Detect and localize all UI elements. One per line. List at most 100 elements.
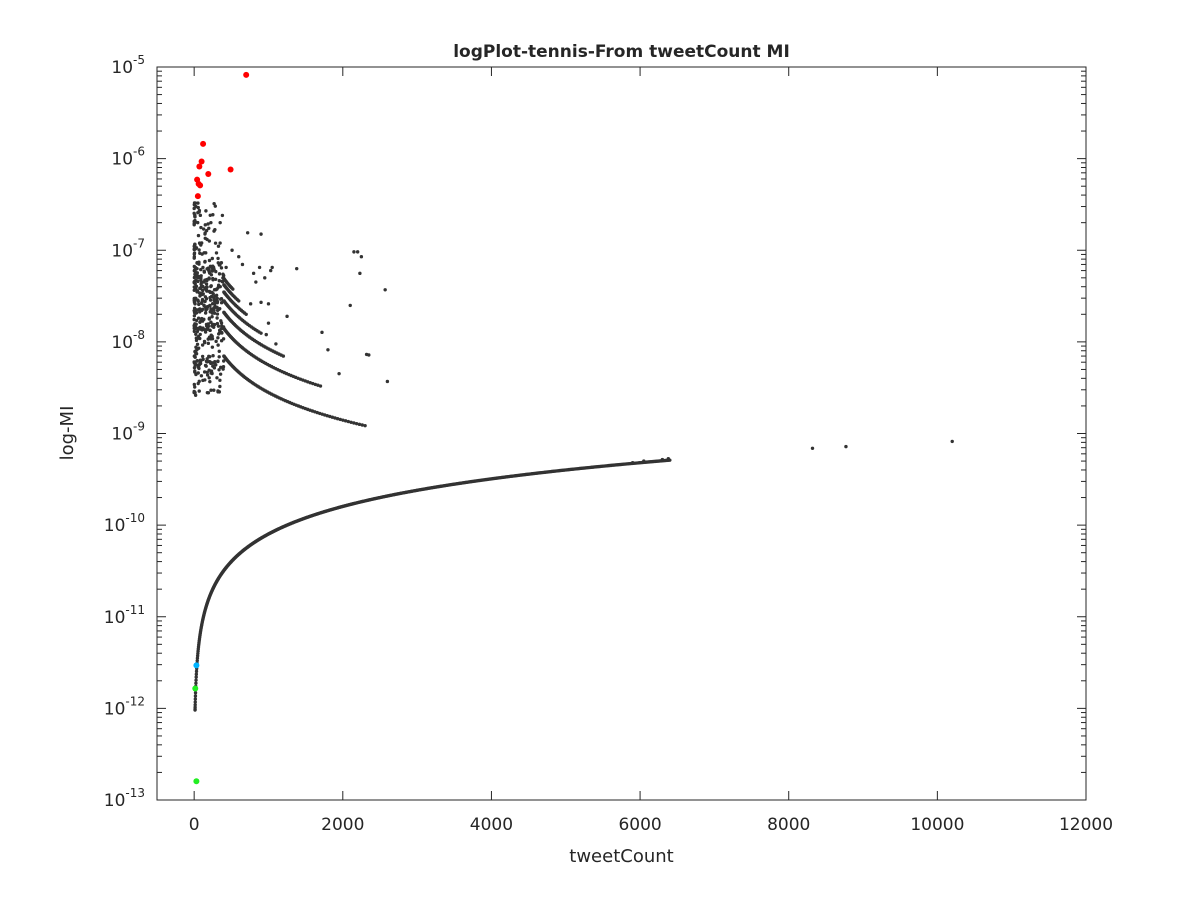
data-point: [341, 418, 345, 422]
highlight-point: [193, 662, 200, 669]
x-tick-label: 8000: [767, 815, 810, 835]
data-point: [666, 457, 671, 461]
x-axis-ticks: 0 2000 4000 6000 8000 10000 12000: [189, 67, 1113, 835]
data-point: [215, 376, 219, 380]
data-point: [383, 288, 387, 292]
x-tick-label: 12000: [1059, 815, 1113, 835]
x-tick-label: 4000: [470, 815, 513, 835]
highlight-point: [192, 685, 199, 692]
data-point: [193, 302, 197, 306]
data-point: [215, 316, 219, 320]
data-point: [200, 307, 205, 311]
data-point: [213, 241, 218, 245]
data-point: [202, 370, 207, 374]
data-point: [193, 700, 197, 704]
data-point: [207, 269, 211, 274]
data-point: [193, 282, 197, 286]
data-point: [219, 365, 223, 369]
data-point: [193, 287, 197, 292]
data-point: [192, 329, 197, 334]
data-point: [207, 258, 212, 263]
data-point: [194, 675, 198, 679]
data-point: [210, 345, 215, 349]
data-point: [217, 349, 221, 353]
data-point: [192, 366, 197, 370]
data-point: [203, 330, 208, 334]
data-point: [194, 669, 199, 674]
data-point: [333, 416, 337, 420]
data-point: [194, 678, 198, 682]
data-point: [216, 343, 220, 347]
data-point: [207, 316, 212, 320]
data-point: [199, 267, 203, 272]
data-point: [203, 223, 207, 227]
data-point: [198, 320, 202, 324]
data-point: [192, 299, 197, 303]
data-point: [194, 332, 198, 336]
data-point: [196, 233, 201, 238]
data-point: [325, 414, 329, 418]
highlight-point: [205, 170, 212, 177]
data-point: [192, 354, 197, 358]
data-point: [193, 694, 198, 698]
data-point: [274, 342, 278, 346]
data-point: [216, 256, 220, 261]
data-point: [204, 209, 208, 213]
data-point: [326, 348, 330, 352]
data-point: [201, 265, 205, 270]
data-point: [270, 265, 274, 270]
data-point: [200, 343, 205, 347]
data-point: [203, 259, 207, 264]
data-point: [208, 379, 212, 384]
data-point: [207, 226, 211, 231]
data-point: [211, 354, 215, 358]
data-point: [349, 420, 353, 424]
data-point: [205, 357, 209, 361]
data-point: [202, 269, 206, 273]
data-point: [203, 299, 207, 304]
data-point: [214, 293, 219, 298]
x-tick-label: 10000: [910, 815, 964, 835]
data-point: [217, 279, 222, 283]
data-point: [193, 243, 197, 247]
data-point: [192, 285, 196, 289]
data-point: [205, 370, 209, 374]
data-point: [218, 241, 222, 245]
data-point: [194, 363, 199, 367]
data-point: [208, 213, 212, 217]
data-point: [220, 213, 225, 218]
data-point: [216, 336, 220, 340]
data-point: [216, 359, 220, 363]
data-point: [209, 369, 214, 373]
data-point: [198, 241, 202, 246]
data-point: [259, 300, 263, 305]
data-point: [195, 260, 199, 265]
data-point: [355, 250, 360, 254]
data-point: [354, 421, 359, 426]
data-points-layer: [192, 71, 954, 785]
data-point: [197, 302, 201, 307]
y-axis-ticks: 10-13 10-12 10-11 10-10 10-9 10-8 10-7 10-6 10-5: [104, 53, 1086, 811]
data-point: [192, 256, 196, 260]
data-point: [192, 211, 196, 216]
data-point: [254, 280, 258, 284]
data-point: [810, 446, 815, 450]
data-point: [192, 382, 197, 387]
data-point: [193, 267, 198, 271]
data-point: [193, 705, 197, 709]
data-point: [237, 255, 241, 259]
data-point: [195, 342, 200, 346]
data-point: [230, 248, 234, 252]
data-point: [219, 319, 223, 323]
data-point: [218, 378, 222, 383]
data-point: [295, 266, 299, 271]
data-point: [208, 304, 212, 308]
data-point: [214, 339, 218, 344]
axes: 0 2000 4000 6000 8000 10000 12000 10-1310-1210…: [104, 53, 1113, 835]
highlight-point: [243, 71, 250, 78]
data-point: [281, 354, 286, 358]
data-point: [215, 321, 220, 326]
data-point: [193, 390, 197, 395]
data-point: [202, 280, 206, 284]
data-point: [212, 306, 216, 310]
